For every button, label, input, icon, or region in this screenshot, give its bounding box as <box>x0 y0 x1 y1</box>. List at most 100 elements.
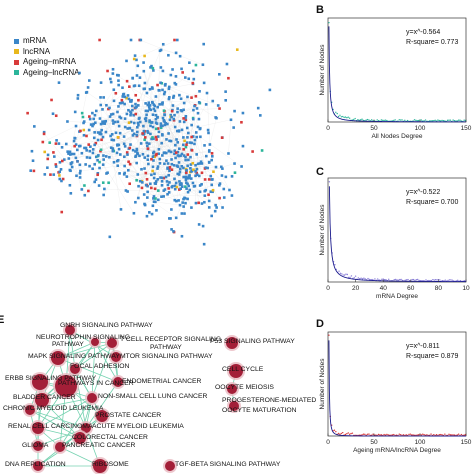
network-node <box>151 169 154 173</box>
network-node <box>176 110 179 114</box>
pathway-label: CHRONIC MYELOID LEUKEMIA <box>3 405 104 412</box>
network-node <box>173 152 176 156</box>
data-point <box>446 119 449 122</box>
x-tick-label: 100 <box>415 439 426 446</box>
network-node <box>268 88 272 92</box>
network-node <box>182 143 185 147</box>
data-point <box>366 433 369 435</box>
network-node <box>86 86 90 89</box>
network-node <box>178 54 182 58</box>
network-node <box>123 155 126 159</box>
network-node <box>197 174 201 178</box>
pathway-network: GNRH SIGNALING PATHWAY NEUROTROPHIN SIGNA… <box>3 322 316 474</box>
network-node <box>108 155 111 159</box>
data-point <box>456 434 458 436</box>
network-node <box>188 61 191 65</box>
network-node <box>151 165 155 169</box>
network-node <box>88 115 91 118</box>
network-node <box>150 86 154 89</box>
network-node <box>91 148 95 151</box>
network-node <box>76 93 80 97</box>
network-node <box>259 114 262 117</box>
network-node <box>152 197 155 200</box>
network-node <box>79 129 82 133</box>
network-node <box>108 106 111 110</box>
network-node <box>110 113 113 116</box>
network-edge <box>132 105 165 153</box>
network-node <box>54 142 58 145</box>
data-point <box>417 278 419 281</box>
network-node <box>154 127 158 131</box>
network-node <box>207 199 211 203</box>
network-node <box>175 185 179 189</box>
network-node <box>160 102 164 105</box>
network-node <box>203 144 206 147</box>
network-node <box>153 155 157 159</box>
network-edge <box>125 146 152 189</box>
pathway-label: NON-SMALL CELL LUNG CANCER <box>98 393 207 400</box>
network-node <box>59 168 63 171</box>
network-node <box>176 38 179 42</box>
network-node <box>99 103 103 107</box>
pathway-label: PATHWAYS IN CANCER <box>58 380 134 387</box>
pathway-node <box>91 338 99 346</box>
network-edge <box>83 125 144 136</box>
data-point <box>368 433 370 435</box>
network-node <box>200 183 203 186</box>
network-node <box>101 135 105 139</box>
network-edge <box>151 159 163 186</box>
data-point <box>342 115 344 118</box>
data-point <box>383 279 386 281</box>
network-edge <box>83 89 114 136</box>
data-point <box>337 432 340 435</box>
network-node <box>143 136 147 139</box>
data-point <box>371 119 373 121</box>
network-node <box>172 230 175 233</box>
network-node <box>213 209 217 213</box>
network-node <box>173 184 177 188</box>
network-node <box>96 172 100 175</box>
network-edge <box>169 86 219 106</box>
network-edge <box>128 170 173 187</box>
network-node <box>141 132 144 135</box>
network-node <box>170 162 174 166</box>
network-node <box>186 95 189 99</box>
network-node <box>49 173 52 176</box>
network-node <box>137 84 141 88</box>
network-node <box>173 125 177 129</box>
data-point <box>387 434 389 436</box>
network-node <box>81 115 85 119</box>
network-node <box>52 173 56 176</box>
network-node <box>113 120 117 124</box>
network-edge <box>157 179 221 184</box>
network-node <box>53 155 56 158</box>
pathway-label: PROSTATE CANCER <box>95 412 161 419</box>
network-node <box>179 183 182 187</box>
data-point <box>438 433 441 436</box>
data-point <box>405 279 408 281</box>
network-node <box>94 141 98 145</box>
data-point <box>416 119 418 122</box>
network-node <box>87 143 91 146</box>
network-node <box>85 156 89 159</box>
network-node <box>159 81 162 85</box>
network-node <box>193 142 196 146</box>
network-node <box>207 193 210 197</box>
panel-letter-c: C <box>316 166 324 178</box>
data-point <box>350 275 353 277</box>
data-point <box>451 279 453 281</box>
data-point <box>339 272 342 275</box>
data-point <box>457 119 460 121</box>
network-node <box>82 133 86 137</box>
network-node <box>174 51 178 55</box>
network-edge <box>221 175 230 191</box>
network-node <box>161 42 165 46</box>
network-node <box>178 203 182 207</box>
network-edge <box>75 92 88 145</box>
network-node <box>180 128 184 132</box>
network-node <box>111 147 115 150</box>
data-point <box>342 431 344 434</box>
network-node <box>182 101 186 105</box>
network-node <box>124 189 128 192</box>
